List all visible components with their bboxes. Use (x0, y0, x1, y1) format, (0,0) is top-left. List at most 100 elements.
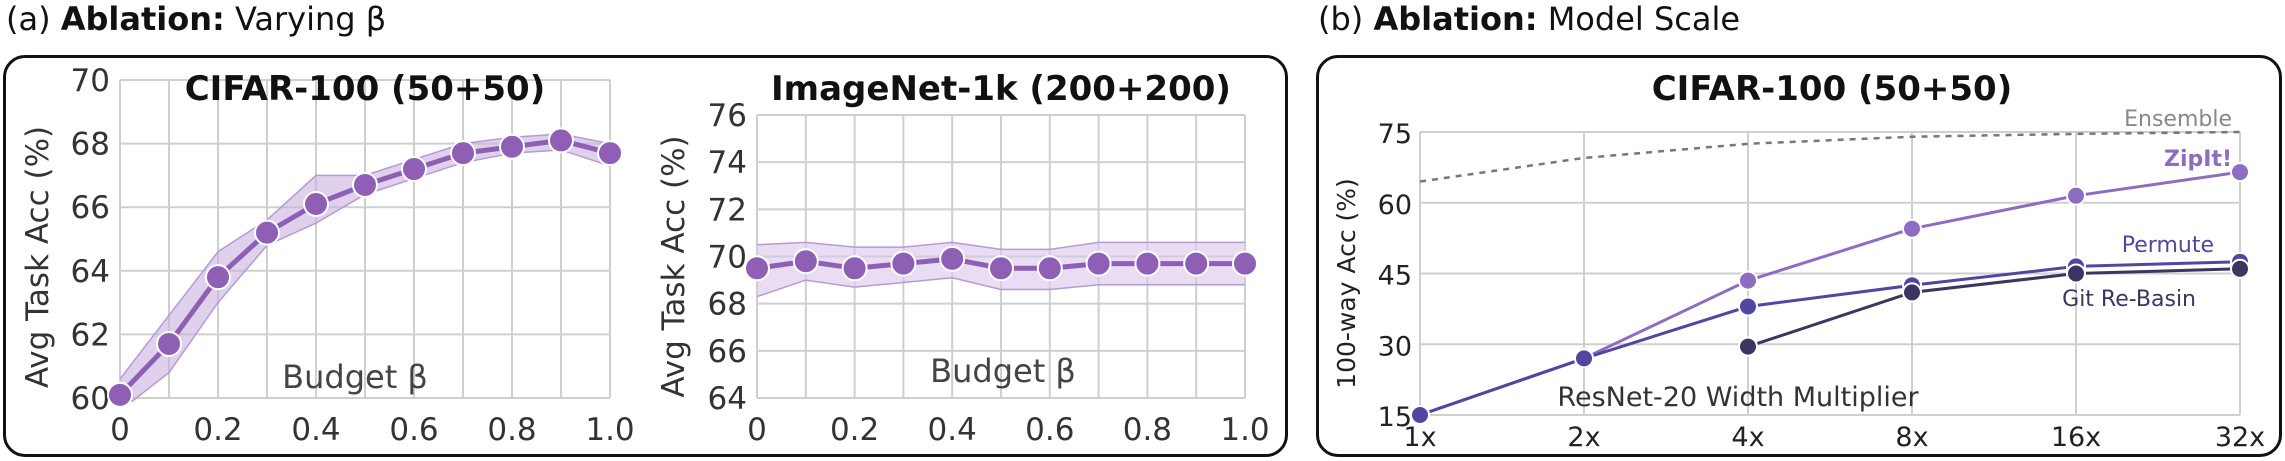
y-tick-label: 15 (1378, 402, 1412, 433)
x-tick-label: 1.0 (585, 412, 634, 448)
y-axis-label: Avg Task Acc (%) (20, 126, 56, 388)
x-tick-label: 0 (747, 412, 767, 448)
x-tick-label: 0.2 (193, 412, 242, 448)
panel-b-frame (1316, 55, 2282, 457)
y-tick-label: 60 (71, 381, 110, 417)
panel-b-rest: Model Scale (1547, 0, 1741, 38)
chart-1: 60 62 64 66 68 70 0 0.2 0.4 0.6 0.8 1.0 CIFAR-100 (5… (20, 63, 635, 448)
y-tick-label: 75 (1378, 119, 1412, 150)
data-point (988, 255, 1014, 282)
x-tick-label: 2x (1567, 422, 1600, 453)
data-point (1183, 250, 1210, 277)
y-tick-label: 70 (708, 240, 747, 276)
x-axis-label: ResNet-20 Width Multiplier (1557, 382, 1919, 413)
y-tick-label: 68 (71, 127, 110, 163)
data-point (1410, 405, 1430, 425)
y-tick-label: 64 (71, 254, 110, 290)
panel-a-rest: Varying β (234, 0, 387, 38)
data-point (401, 156, 427, 183)
data-point (744, 255, 770, 282)
x-tick-label: 16x (2051, 422, 2101, 453)
data-point (107, 381, 133, 408)
data-point (205, 264, 231, 291)
x-tick-label: 0.2 (830, 412, 879, 448)
x-axis-label: Budget β (930, 352, 1076, 390)
y-axis-label: 100-way Acc (%) (1332, 178, 1361, 389)
data-point (1085, 250, 1112, 277)
data-point (1232, 250, 1258, 277)
data-point (1134, 250, 1161, 277)
data-point (352, 171, 378, 198)
data-point (499, 133, 525, 160)
data-point (1036, 255, 1063, 282)
y-tick-label: 60 (1378, 190, 1412, 221)
data-point (1902, 218, 1922, 239)
y-tick-label: 64 (708, 381, 747, 417)
data-point (548, 127, 574, 154)
x-tick-label: 1x (1403, 422, 1436, 453)
y-tick-label: 72 (708, 192, 747, 228)
band-upper-edge (757, 241, 1245, 251)
data-point (1738, 336, 1758, 357)
data-point (156, 330, 182, 357)
data-point (2230, 258, 2250, 279)
y-tick-label: 74 (708, 145, 747, 181)
y-tick-label: 66 (708, 334, 747, 370)
data-point (1902, 282, 1922, 303)
x-tick-label: 0.6 (1025, 412, 1074, 448)
x-tick-label: 32x (2215, 422, 2265, 453)
chart-3: 15 30 45 60 75 1x 2x 4x 8x 16x 32x CIFAR-100 (50+50… (1332, 69, 2265, 453)
y-axis-label: Avg Task Acc (%) (656, 135, 692, 397)
data-point (1574, 348, 1594, 369)
chart-title: ImageNet-1k (200+200) (771, 69, 1231, 109)
panel-a-prefix: (a) (6, 0, 51, 38)
panel-a-heading: (a) Ablation: Varying β (6, 0, 386, 38)
x-tick-label: 8x (1895, 422, 1928, 453)
data-point (1738, 296, 1758, 317)
panel-a-bold: Ablation: (60, 0, 225, 38)
x-tick-label: 0.4 (928, 412, 977, 448)
series-line (1420, 130, 2240, 183)
series-label: Git Re-Basin (2062, 287, 2196, 312)
series-label: Ensemble (2124, 107, 2232, 132)
y-tick-label: 45 (1378, 261, 1412, 292)
y-tick-label: 30 (1378, 331, 1412, 362)
band-lower-edge (757, 276, 1245, 298)
data-point (1738, 270, 1758, 291)
data-point (890, 250, 917, 277)
chart-2: 64 66 68 70 72 74 76 0 0.2 0.4 0.6 0.8 1.0 ImageNet-1… (656, 69, 1270, 448)
data-point (2066, 263, 2086, 284)
y-tick-label: 76 (708, 98, 747, 134)
x-axis-label: Budget β (282, 358, 428, 396)
data-point (841, 255, 868, 282)
y-tick-label: 62 (71, 317, 110, 353)
data-point (2066, 185, 2086, 206)
x-tick-label: 4x (1731, 422, 1764, 453)
y-tick-label: 70 (71, 63, 110, 99)
panel-a-frame (3, 55, 1288, 457)
x-tick-label: 0.8 (487, 412, 536, 448)
data-point (450, 140, 476, 167)
data-point (792, 248, 819, 275)
series-label: Permute (2122, 233, 2214, 258)
data-point (303, 191, 329, 218)
chart-title: CIFAR-100 (50+50) (185, 69, 546, 109)
plot-group (1420, 130, 2240, 417)
data-point (597, 140, 623, 167)
chart-title: CIFAR-100 (50+50) (1652, 69, 2013, 109)
panel-b-bold: Ablation: (1373, 0, 1538, 38)
series-label: ZipIt! (2164, 147, 2232, 172)
y-tick-label: 66 (71, 190, 110, 226)
x-tick-label: 0.8 (1123, 412, 1172, 448)
x-tick-label: 1.0 (1220, 412, 1269, 448)
data-point (939, 245, 966, 272)
series-line (1747, 267, 2240, 349)
data-point (2230, 162, 2250, 183)
panel-b-prefix: (b) (1318, 0, 1364, 38)
x-tick-label: 0.4 (291, 412, 340, 448)
x-tick-label: 0 (110, 412, 130, 448)
y-tick-label: 68 (708, 287, 747, 323)
series-line (1420, 260, 2240, 417)
data-point (254, 219, 280, 246)
